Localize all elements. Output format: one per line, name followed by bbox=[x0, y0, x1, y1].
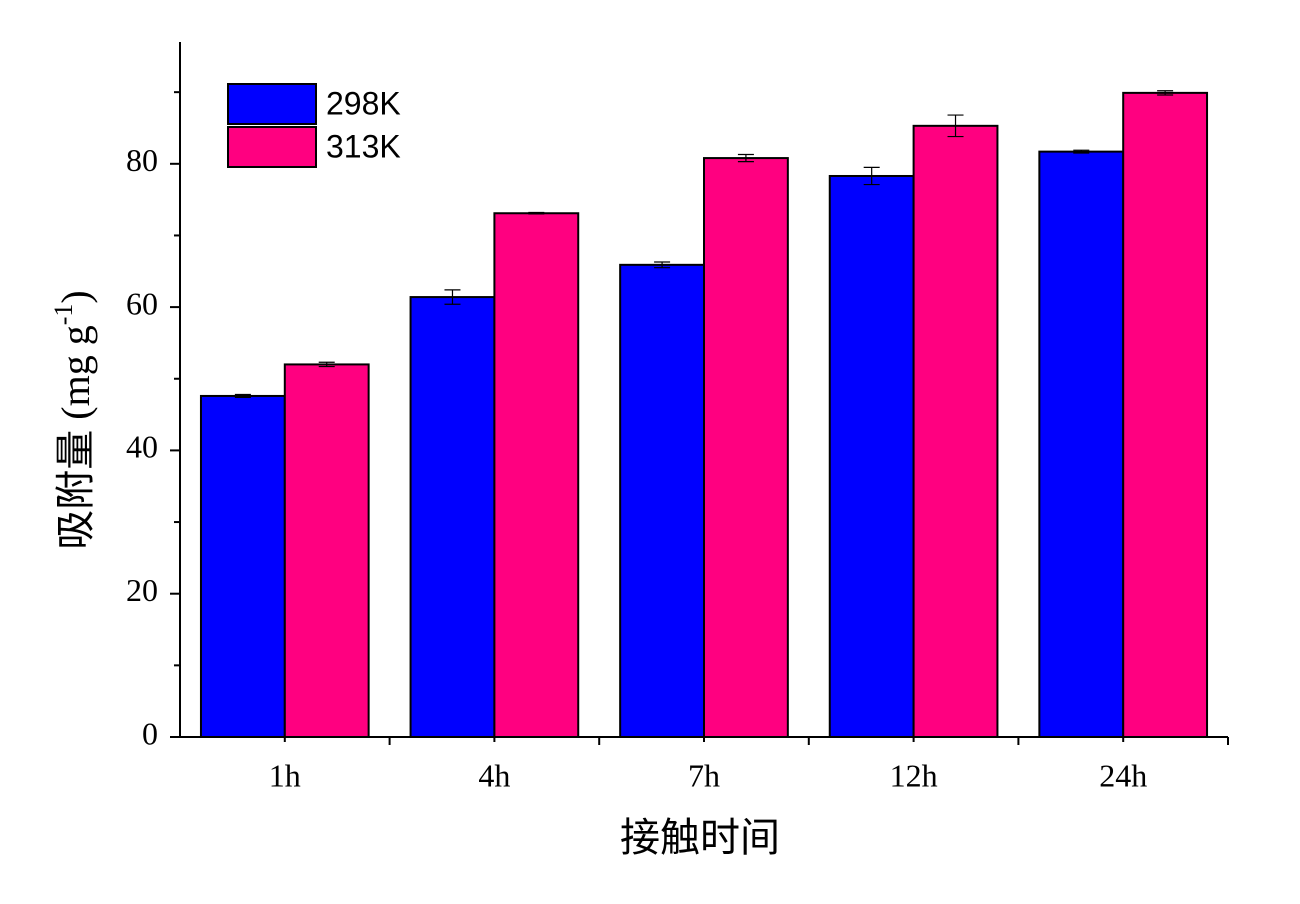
y-tick-label: 20 bbox=[126, 572, 158, 608]
y-axis-title-sup: -1 bbox=[49, 304, 78, 326]
bar bbox=[283, 363, 370, 738]
bar bbox=[1038, 150, 1125, 738]
bar bbox=[199, 394, 286, 738]
bar bbox=[493, 212, 580, 739]
bar bbox=[409, 296, 496, 738]
error-bar bbox=[444, 289, 461, 305]
y-axis-title-end: ) bbox=[53, 290, 98, 303]
error-bar bbox=[1073, 149, 1090, 154]
legend-swatch bbox=[227, 126, 317, 168]
error-bar bbox=[528, 211, 545, 215]
y-tick-label: 40 bbox=[126, 429, 158, 465]
x-tick-label: 1h bbox=[269, 757, 301, 793]
bar bbox=[703, 157, 789, 739]
bar bbox=[619, 263, 705, 738]
error-bar bbox=[318, 361, 335, 368]
y-tick-label: 0 bbox=[142, 715, 158, 751]
x-axis-title: 接触时间 bbox=[620, 815, 780, 860]
x-tick-label: 7h bbox=[688, 757, 720, 793]
y-tick-label: 60 bbox=[126, 285, 158, 321]
y-axis-title: 吸附量 (mg g-1) bbox=[49, 290, 98, 549]
legend-swatch bbox=[227, 83, 317, 125]
error-bar bbox=[947, 114, 964, 138]
bar bbox=[912, 124, 999, 738]
error-bar bbox=[234, 393, 251, 398]
legend-label: 313K bbox=[326, 128, 401, 164]
legend-label: 298K bbox=[326, 85, 401, 121]
bar bbox=[828, 174, 915, 738]
x-tick-label: 24h bbox=[1099, 757, 1147, 793]
error-bar bbox=[737, 153, 754, 163]
x-tick-label: 12h bbox=[890, 757, 938, 793]
error-bar bbox=[654, 261, 671, 269]
x-tick-label: 4h bbox=[478, 757, 510, 793]
error-bar bbox=[863, 166, 880, 186]
y-axis-title-main: 吸附量 (mg g bbox=[53, 325, 98, 549]
bar bbox=[1122, 91, 1209, 738]
y-tick-label: 80 bbox=[126, 142, 158, 178]
error-bar bbox=[1157, 90, 1174, 96]
